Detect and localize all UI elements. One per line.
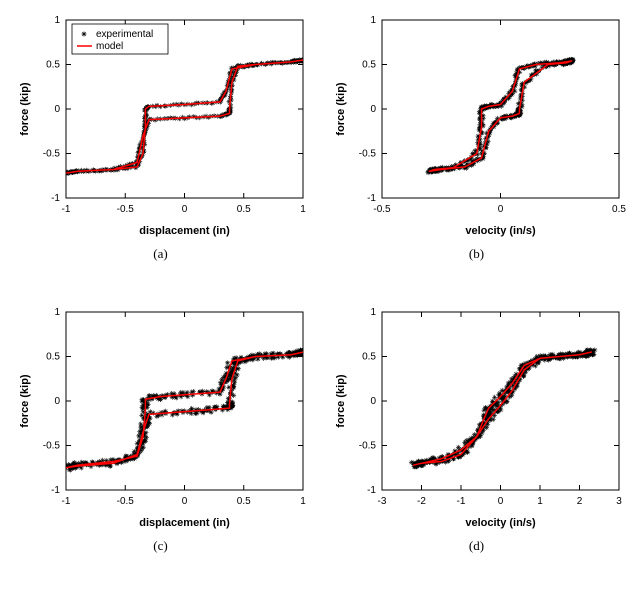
- caption-b: (b): [469, 246, 484, 262]
- svg-text:-1: -1: [51, 485, 60, 496]
- caption-c: (c): [153, 538, 167, 554]
- svg-text:1: 1: [300, 204, 306, 215]
- panel-a: -1 -0.5 0 0.5 1 -1 -0.5 0 0.5 1 displacement (in) f…: [10, 10, 311, 262]
- chart-d: -3-2-10123-1-0.500.51velocity (in/s)forc…: [327, 302, 627, 532]
- svg-text:experimental: experimental: [96, 29, 153, 40]
- svg-text:-1: -1: [367, 193, 376, 204]
- caption-d: (d): [469, 538, 484, 554]
- svg-text:0: 0: [54, 104, 60, 115]
- svg-text:0: 0: [497, 204, 503, 215]
- svg-text:force (kip): force (kip): [335, 82, 347, 136]
- svg-text:0: 0: [54, 396, 60, 407]
- svg-text:0.5: 0.5: [236, 204, 250, 215]
- svg-text:0.5: 0.5: [46, 352, 60, 363]
- svg-text:-1: -1: [61, 204, 70, 215]
- svg-text:-1: -1: [61, 496, 70, 507]
- chart-a: -1 -0.5 0 0.5 1 -1 -0.5 0 0.5 1 displacement (in) f…: [11, 10, 311, 240]
- svg-text:displacement (in): displacement (in): [139, 517, 230, 529]
- panel-b: -0.500.5-1-0.500.51velocity (in/s)force …: [326, 10, 627, 262]
- svg-text:0: 0: [181, 204, 187, 215]
- svg-text:velocity (in/s): velocity (in/s): [465, 225, 536, 237]
- panel-d: -3-2-10123-1-0.500.51velocity (in/s)forc…: [326, 302, 627, 554]
- caption-a: (a): [153, 246, 167, 262]
- svg-text:0: 0: [370, 104, 376, 115]
- svg-text:-0.5: -0.5: [116, 204, 134, 215]
- svg-text:0.5: 0.5: [46, 60, 60, 71]
- panel-c: -1 -0.5 0 0.5 1 -1 -0.5 0 0.5 1 displacement (in) f…: [10, 302, 311, 554]
- svg-text:0: 0: [181, 496, 187, 507]
- svg-text:force (kip): force (kip): [19, 374, 31, 428]
- svg-text:1: 1: [54, 307, 60, 318]
- figure-grid: -1-0.500.51-1-0.500.51displacement (in)f…: [10, 10, 627, 554]
- svg-text:0.5: 0.5: [612, 204, 626, 215]
- svg-text:-0.5: -0.5: [358, 149, 376, 160]
- svg-text:1: 1: [300, 496, 306, 507]
- svg-text:-0.5: -0.5: [42, 441, 60, 452]
- svg-text:model: model: [96, 41, 123, 52]
- chart-c: -1 -0.5 0 0.5 1 -1 -0.5 0 0.5 1 displacement (in) f…: [11, 302, 311, 532]
- svg-text:force (kip): force (kip): [19, 82, 31, 136]
- svg-text:-1: -1: [51, 193, 60, 204]
- chart-b: -0.500.5-1-0.500.51velocity (in/s)force …: [327, 10, 627, 240]
- svg-text:1: 1: [370, 15, 376, 26]
- svg-text:0.5: 0.5: [236, 496, 250, 507]
- svg-text:-0.5: -0.5: [373, 204, 391, 215]
- svg-text:-0.5: -0.5: [42, 149, 60, 160]
- svg-text:displacement (in): displacement (in): [139, 225, 230, 237]
- svg-text:0.5: 0.5: [362, 60, 376, 71]
- svg-text:-0.5: -0.5: [116, 496, 134, 507]
- svg-text:1: 1: [54, 15, 60, 26]
